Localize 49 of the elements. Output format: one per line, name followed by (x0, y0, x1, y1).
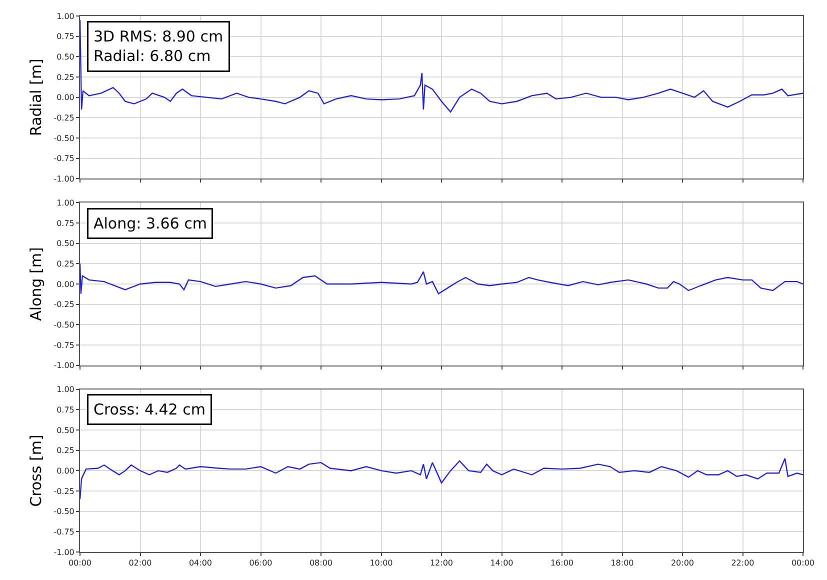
y-tick-label: 0.25 (56, 446, 74, 456)
y-tick-label: 0.50 (56, 239, 74, 248)
line-series (80, 458, 803, 500)
x-tick-label: 00:00 (68, 558, 92, 568)
x-tick-label: 10:00 (370, 558, 393, 568)
y-tick-label: -0.75 (54, 340, 74, 350)
y-tick-label: 0.00 (56, 93, 74, 102)
annotation: 3D RMS: 8.90 cm Radial: 6.80 cm (94, 28, 224, 65)
y-tick-label: -0.75 (54, 527, 74, 536)
y-tick-label: -0.75 (54, 154, 74, 164)
y-tick-label: -0.25 (54, 113, 74, 122)
y-axis-title: Cross [m] (26, 434, 45, 507)
y-tick-label: 0.25 (56, 72, 74, 82)
y-tick-label: 0.75 (56, 218, 74, 228)
y-tick-label: 0.75 (56, 32, 74, 42)
x-tick-label: 22:00 (731, 558, 754, 568)
y-tick-label: -0.50 (54, 134, 74, 143)
y-tick-label: -0.50 (54, 320, 74, 330)
x-tick-label: 04:00 (188, 558, 212, 568)
y-tick-label: 0.50 (56, 52, 74, 62)
annotation: Cross: 4.42 cm (94, 400, 206, 418)
x-tick-label: 18:00 (610, 558, 634, 568)
line-series (80, 19, 803, 113)
y-tick-label: 0.25 (56, 259, 74, 268)
x-tick-label: 00:00 (791, 558, 815, 568)
y-tick-label: -0.50 (54, 507, 74, 516)
x-tick-label: 12:00 (430, 558, 454, 568)
x-tick-label: 08:00 (309, 558, 333, 568)
x-tick-label: 16:00 (550, 558, 574, 568)
y-tick-label: 0.00 (56, 280, 74, 289)
y-tick-label: -0.25 (54, 300, 74, 310)
y-tick-label: -1.00 (54, 548, 74, 557)
y-tick-label: 1.00 (56, 385, 74, 394)
x-tick-label: 14:00 (490, 558, 514, 568)
y-axis-title: Along [m] (26, 247, 45, 321)
y-tick-label: 0.00 (56, 466, 74, 476)
x-tick-label: 20:00 (670, 558, 694, 568)
y-tick-label: 1.00 (56, 198, 74, 208)
y-tick-label: 0.50 (56, 426, 74, 435)
y-tick-label: 0.75 (56, 406, 74, 415)
line-series (80, 263, 803, 294)
y-tick-label: -1.00 (54, 174, 74, 184)
x-tick-label: 06:00 (249, 558, 272, 568)
y-tick-label: -1.00 (54, 361, 74, 370)
y-tick-label: -0.25 (54, 486, 74, 496)
annotation: Along: 3.66 cm (94, 214, 207, 232)
y-axis-title: Radial [m] (26, 58, 45, 136)
x-tick-label: 02:00 (128, 558, 152, 568)
y-tick-label: 1.00 (56, 12, 74, 21)
